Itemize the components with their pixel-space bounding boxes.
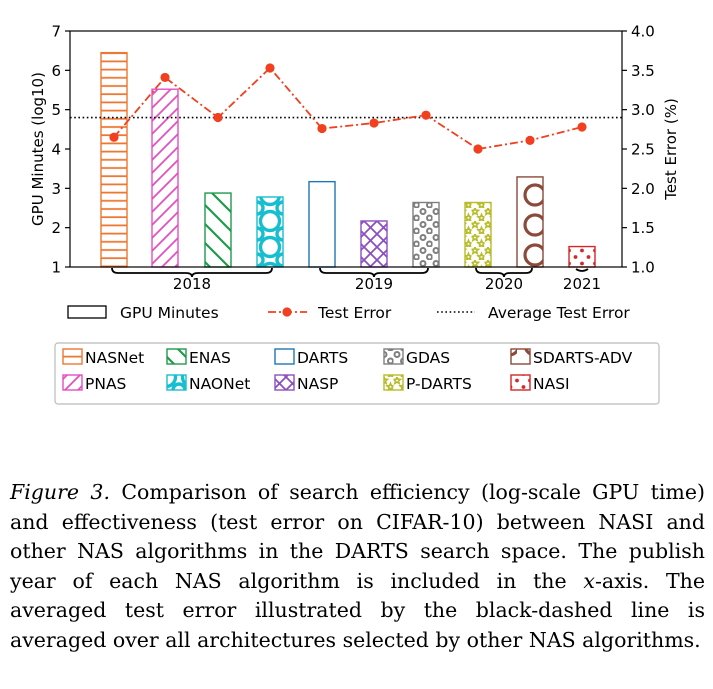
legend-label-nasp: NASP xyxy=(297,375,338,393)
legend-gpu-minutes-label: GPU Minutes xyxy=(120,304,219,322)
year-bracket-2021 xyxy=(575,268,589,272)
year-bracket-2018 xyxy=(111,267,273,278)
y2-axis-label: Test Error (%) xyxy=(662,98,680,201)
legend-layer: GPU Minutes Test Error Average Test Error N… xyxy=(54,304,660,405)
y2-tick-label: 3.5 xyxy=(631,62,655,80)
y2-tick-label: 2.0 xyxy=(631,180,655,198)
y2-tick-label: 2.5 xyxy=(631,141,655,159)
legend-label-sdarts-adv: SDARTS-ADV xyxy=(533,349,633,367)
legend-swatch-p-darts xyxy=(383,374,404,391)
legend-label-naonet: NAONet xyxy=(189,375,250,393)
test-error-point-p-darts xyxy=(473,144,483,154)
axes-layer: 1 2 3 4 5 6 7 1.0 1.5 2.0 2.5 3.0 3.5 4.0 GPU Minutes … xyxy=(29,23,680,294)
legend-label-darts: DARTS xyxy=(297,349,348,367)
legend-label-pnas: PNAS xyxy=(85,375,126,393)
legend-label-gdas: GDAS xyxy=(406,349,450,367)
legend-swatch-nasi xyxy=(510,374,531,391)
legend-label-p-darts: P-DARTS xyxy=(406,375,472,393)
legend-swatch-nasp xyxy=(274,374,295,391)
caption-text-2: -axis. The averaged test error illustrat… xyxy=(10,568,706,652)
caption-math-x: x xyxy=(583,568,595,593)
y-axis-label: GPU Minutes (log10) xyxy=(29,72,47,226)
legend-label-enas: ENAS xyxy=(189,349,231,367)
legend-swatch-enas xyxy=(166,348,187,365)
legend-gpu-minutes-swatch xyxy=(67,305,107,319)
y-tick-label: 1 xyxy=(51,259,61,277)
test-error-point-pnas xyxy=(160,72,170,83)
year-label-2019: 2019 xyxy=(355,275,393,293)
legend-swatch-sdarts-adv xyxy=(510,348,531,365)
test-error-point-nasp xyxy=(369,118,379,128)
legend-label-nasi: NASI xyxy=(533,375,570,393)
y2-tick-label: 1.0 xyxy=(631,259,655,277)
bar-nasp xyxy=(360,220,388,268)
year-label-2020: 2020 xyxy=(485,275,523,293)
caption-text-1: Comparison of search efficiency (log-sca… xyxy=(10,480,705,593)
bar-nasi xyxy=(568,245,596,268)
test-error-point-nasnet xyxy=(109,132,119,142)
y-tick-label: 6 xyxy=(51,62,61,80)
y2-tick-label: 3.0 xyxy=(631,101,655,119)
year-bracket-2019 xyxy=(319,267,429,278)
legend-swatch-nasnet xyxy=(62,348,83,365)
y2-tick-label: 1.5 xyxy=(631,219,655,237)
year-bracket-2020 xyxy=(475,267,533,278)
test-error-point-gdas xyxy=(421,110,431,120)
year-label-2021: 2021 xyxy=(563,275,601,293)
legend-average-label: Average Test Error xyxy=(488,304,630,322)
bar-enas xyxy=(204,192,232,268)
y-tick-label: 4 xyxy=(51,141,61,159)
legend-label-nasnet: NASNet xyxy=(85,349,144,367)
y-tick-label: 5 xyxy=(51,101,61,119)
test-error-point-naonet xyxy=(265,63,275,73)
bar-gdas xyxy=(412,201,440,268)
bar-naonet xyxy=(256,196,284,268)
test-error-point-darts xyxy=(317,123,327,134)
bar-darts xyxy=(308,180,336,268)
y-tick-label: 2 xyxy=(51,219,61,237)
bar-sdarts-adv xyxy=(516,176,544,268)
y2-tick-label: 4.0 xyxy=(631,23,655,41)
method-legend-box xyxy=(54,342,660,405)
figure-caption: Figure 3. Comparison of search efficienc… xyxy=(10,478,705,655)
bar-pnas xyxy=(151,88,179,268)
legend-swatch-pnas xyxy=(62,374,83,391)
bar-p-darts xyxy=(464,201,492,268)
y-tick-label: 3 xyxy=(51,180,61,198)
test-error-point-enas xyxy=(213,112,223,123)
year-label-2018: 2018 xyxy=(173,275,211,293)
legend-swatch-gdas xyxy=(383,348,404,365)
y-tick-label: 7 xyxy=(51,23,61,41)
legend-swatch-darts xyxy=(274,348,295,365)
bar-nasnet xyxy=(100,51,128,268)
test-error-point-nasi xyxy=(577,122,587,132)
test-error-point-sdarts-adv xyxy=(525,135,535,145)
caption-label: Figure 3. xyxy=(10,480,110,504)
line-layer xyxy=(70,63,622,154)
legend-swatch-naonet xyxy=(166,374,187,391)
chart: 1 2 3 4 5 6 7 1.0 1.5 2.0 2.5 3.0 3.5 4.0 GPU Minutes … xyxy=(29,23,680,405)
legend-test-error-label: Test Error xyxy=(317,304,392,322)
legend-test-error-marker xyxy=(282,307,292,317)
test-error-line xyxy=(113,66,583,150)
